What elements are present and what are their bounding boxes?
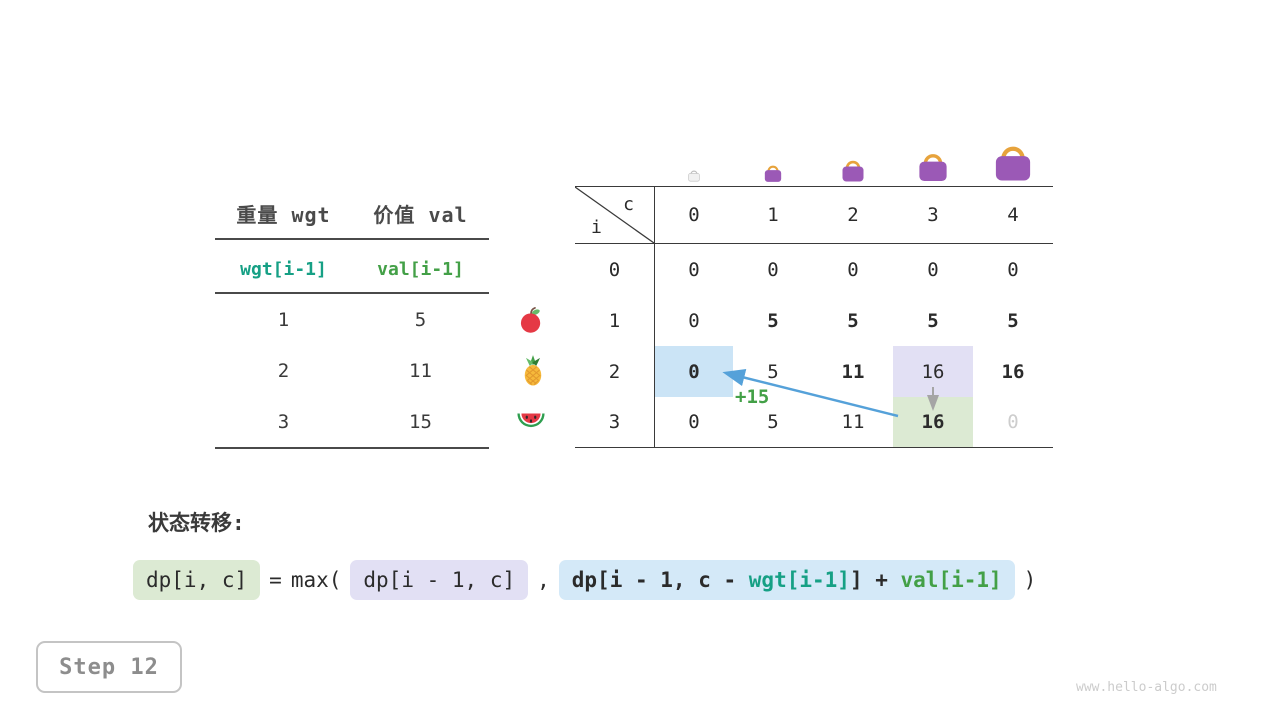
step-badge: Step 12 (36, 641, 182, 693)
formula-close-paren: ) (1023, 568, 1037, 592)
dp-cell: 16 (1001, 360, 1025, 383)
corner-row-var: i (591, 217, 602, 238)
formula-take-part1: dp[i - 1, c - (571, 568, 749, 592)
formula-separator: , (537, 568, 550, 592)
dp-cell: 5 (927, 309, 939, 332)
formula-option-keep: dp[i - 1, c] (350, 560, 529, 600)
item-table-var-val: val[i-1] (352, 240, 489, 294)
item-table: 重量 wgt 价值 val wgt[i-1] val[i-1] 1 5 2 11… (215, 188, 489, 449)
dp-cell-prev-top: 16 (893, 346, 973, 397)
dp-row-header-3: 3 (575, 397, 655, 447)
formula-take-val: val[i-1] (900, 568, 1002, 592)
dp-cell: 0 (688, 411, 700, 433)
item-table-var-wgt: wgt[i-1] (215, 240, 352, 294)
pineapple-icon (524, 355, 542, 386)
dp-corner-cell: c i (575, 187, 655, 244)
formula-take-wgt: wgt[i-1] (748, 568, 850, 592)
dp-cell-source: 0 (655, 346, 733, 397)
dp-col-header-0: 0 (655, 187, 733, 244)
dp-col-header-2: 2 (813, 187, 893, 244)
dp-cell: 0 (767, 258, 779, 281)
item-weight: 1 (277, 308, 290, 331)
item-value: 5 (414, 308, 427, 331)
dp-col-header-1: 1 (733, 187, 813, 244)
dp-cell: 0 (1007, 258, 1019, 281)
dp-col-header-4: 4 (973, 187, 1053, 244)
apple-icon (520, 307, 541, 333)
dp-cell: 5 (847, 309, 859, 332)
item-weight: 3 (277, 410, 290, 433)
item-weight: 2 (277, 359, 290, 382)
diagonal-divider (575, 187, 654, 243)
watermark: www.hello-algo.com (1076, 680, 1217, 695)
state-transfer-formula: dp[i, c] = max( dp[i - 1, c] , dp[i - 1,… (133, 560, 1036, 600)
dp-cell: 5 (767, 411, 779, 433)
arrow-value-label: +15 (735, 386, 770, 408)
dp-cell: 0 (927, 258, 939, 281)
formula-option-take: dp[i - 1, c - wgt[i-1]] + val[i-1] (558, 560, 1015, 600)
dp-cell: 0 (847, 258, 859, 281)
dp-row-header-1: 1 (575, 295, 655, 346)
dp-cell: 0 (688, 258, 700, 281)
formula-lhs: dp[i, c] (133, 560, 261, 600)
dp-cell: 5 (1007, 309, 1019, 332)
dp-cell: 11 (841, 411, 865, 433)
item-table-header-value: 价值 val (352, 188, 489, 240)
dp-cell: 5 (767, 309, 779, 332)
dp-cell-pending: 0 (1007, 411, 1019, 433)
formula-take-part3: ] + (849, 568, 901, 592)
bag-xlarge-icon (995, 146, 1031, 181)
dp-cell-current: 16 (893, 397, 973, 447)
dp-cell: 0 (688, 309, 700, 332)
bag-large-icon (919, 154, 947, 182)
formula-max-open: max( (290, 568, 342, 592)
dp-col-header-3: 3 (893, 187, 973, 244)
formula-equals: = (269, 568, 282, 592)
bag-small-icon (764, 165, 782, 182)
item-table-header-weight: 重量 wgt (215, 188, 352, 240)
bag-tiny-icon (688, 170, 700, 182)
dp-cell: 11 (841, 360, 865, 383)
dp-row-header-0: 0 (575, 244, 655, 295)
transfer-title: 状态转移: (148, 511, 245, 535)
bag-medium-icon (842, 160, 864, 182)
item-value: 15 (409, 410, 432, 433)
dp-table: c i 0 1 2 3 4 0 0 0 0 0 0 1 0 5 5 5 5 2 … (575, 186, 1053, 448)
watermelon-icon (517, 413, 545, 428)
item-value: 11 (409, 359, 432, 382)
dp-cell: 5 (767, 360, 779, 383)
dp-row-header-2: 2 (575, 346, 655, 397)
corner-col-var: c (623, 194, 634, 215)
